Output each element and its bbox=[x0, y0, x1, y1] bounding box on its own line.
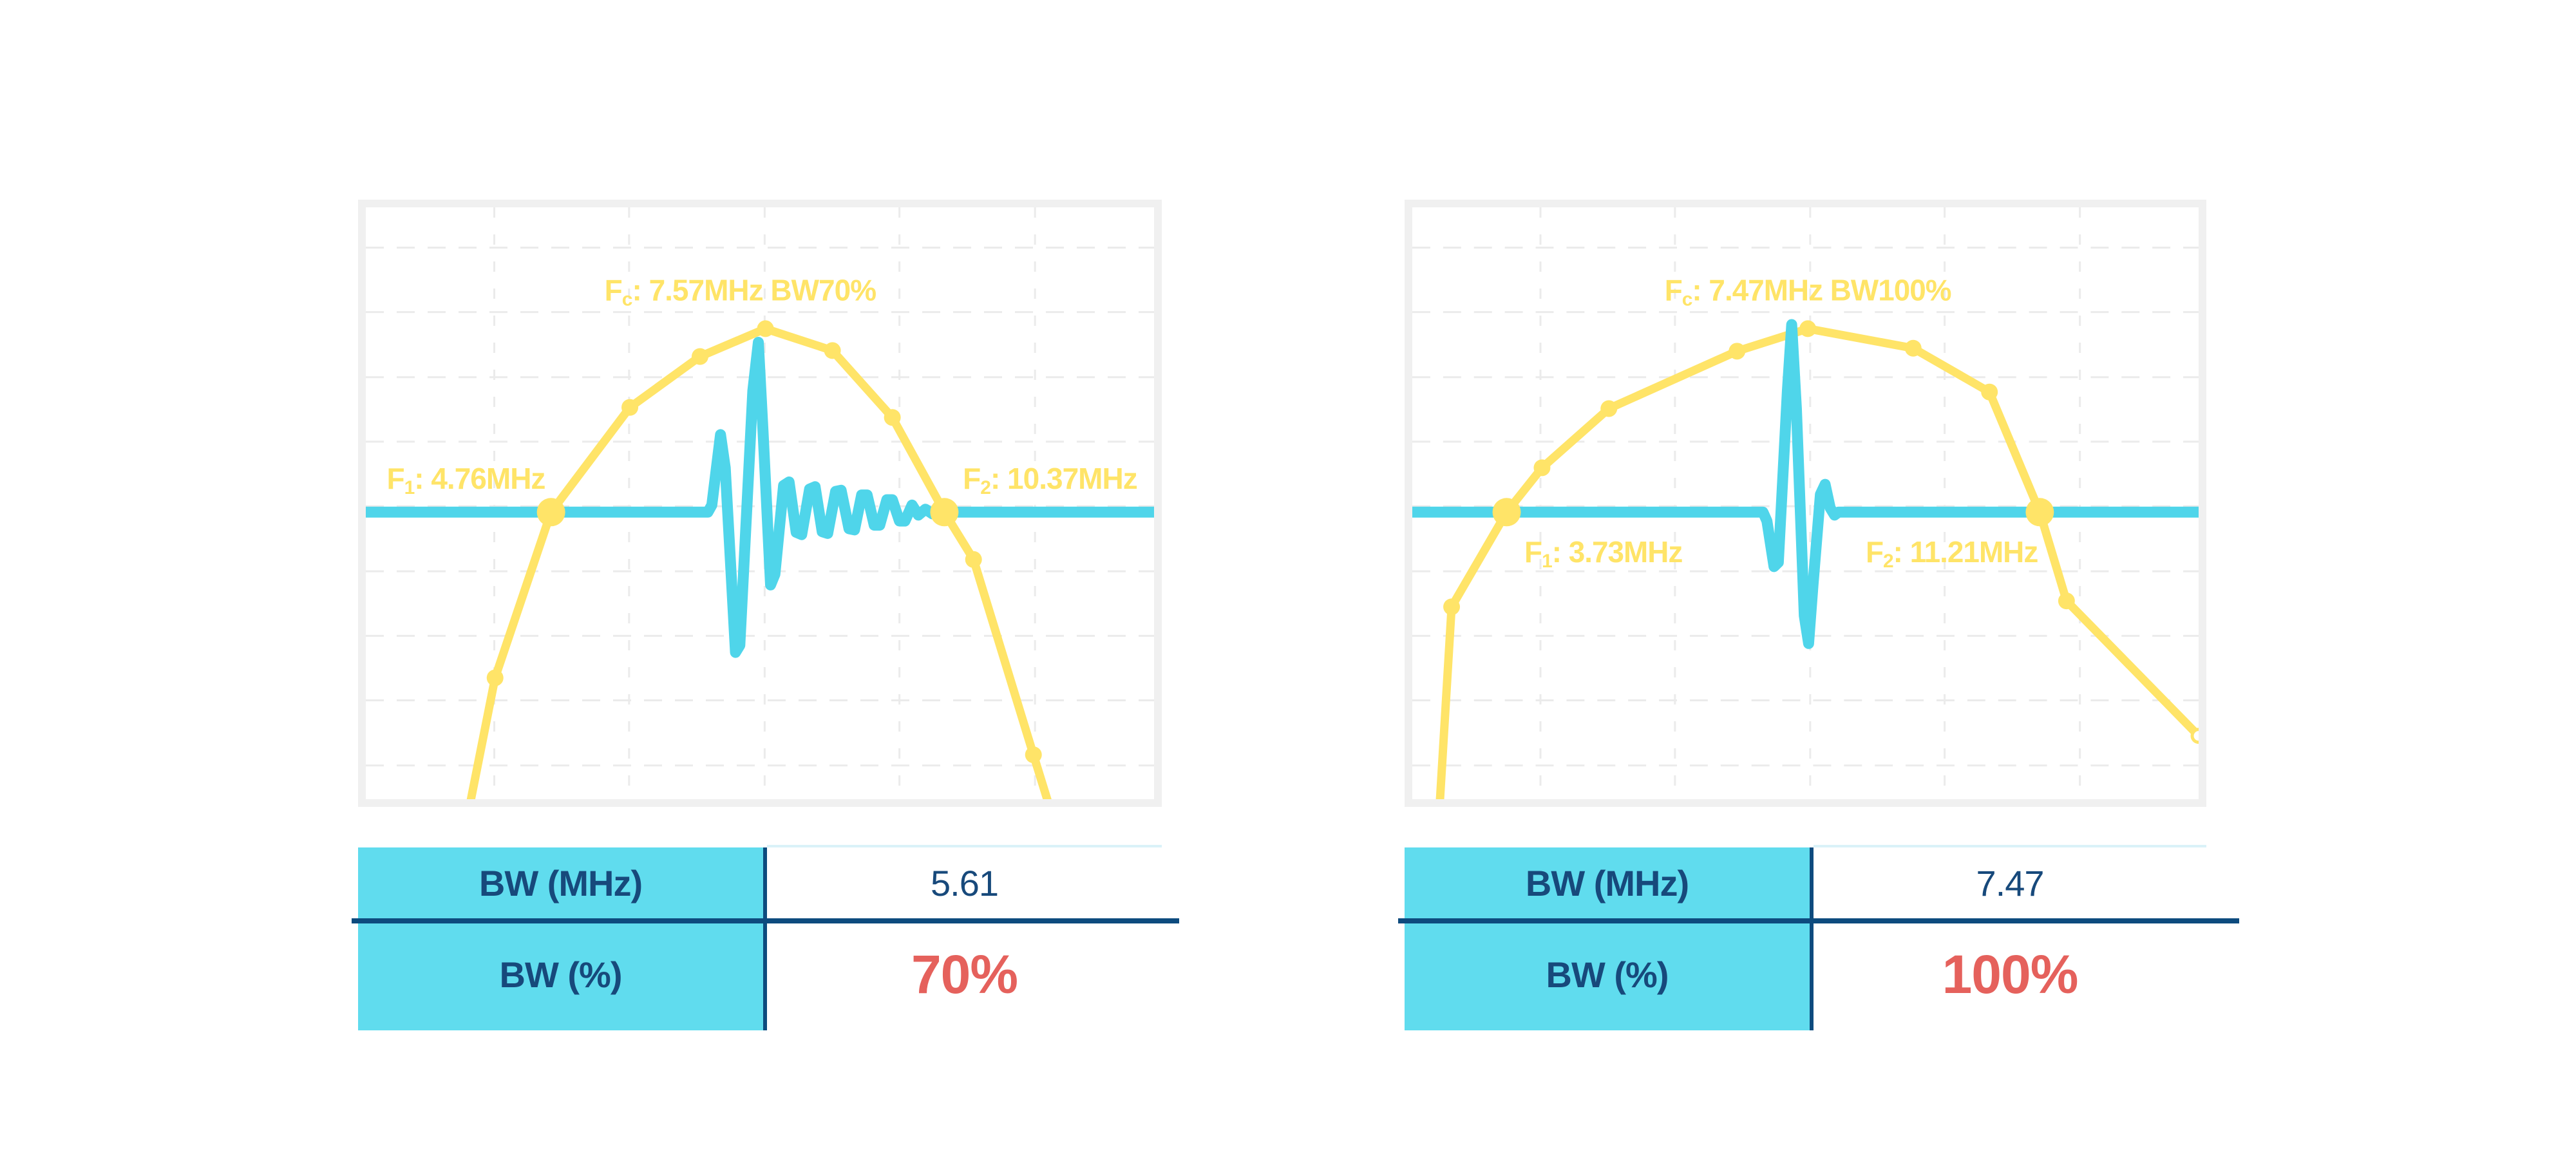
spectrum-curve bbox=[466, 324, 1052, 799]
annotation-fc: Fc: 7.57MHz BW70% bbox=[605, 274, 876, 310]
table-top-border bbox=[767, 845, 1162, 847]
bandwidth-table-left: BW (MHz) BW (%) 5.61 70% bbox=[352, 845, 1179, 1030]
spectrum-curve bbox=[1435, 324, 2199, 799]
data-point-marker bbox=[757, 320, 774, 337]
data-point-marker bbox=[691, 348, 708, 365]
data-point-marker bbox=[824, 342, 841, 359]
bw-mhz-label: BW (MHz) bbox=[1525, 862, 1689, 903]
data-point-marker bbox=[2190, 728, 2199, 744]
bandwidth-table-right: BW (MHz) BW (%) 7.47 100% bbox=[1398, 845, 2239, 1030]
table-value-column: 5.61 70% bbox=[767, 847, 1162, 1030]
table-value-column: 7.47 100% bbox=[1814, 847, 2206, 1030]
data-point-marker bbox=[1025, 746, 1042, 764]
chart-panel-left: Fc: 7.57MHz BW70% F1: 4.76MHz F2: 10.37MHz bbox=[358, 200, 1162, 807]
data-point-marker bbox=[1443, 598, 1461, 616]
data-point-marker bbox=[930, 498, 959, 527]
annotation-f1: F1: 3.73MHz bbox=[1524, 535, 1682, 572]
table-row-divider bbox=[1398, 918, 2239, 923]
data-point-marker bbox=[884, 409, 901, 426]
bw-percent-value: 70% bbox=[911, 943, 1018, 1005]
bw-mhz-value: 5.61 bbox=[931, 862, 999, 903]
chart-panel-right: Fc: 7.47MHz BW100% F1: 3.73MHz F2: 11.21MH… bbox=[1405, 200, 2206, 807]
annotation-fc: Fc: 7.47MHz BW100% bbox=[1665, 274, 1951, 310]
data-point-marker bbox=[1981, 383, 1998, 401]
data-point-marker bbox=[621, 399, 639, 416]
table-top-border bbox=[1814, 845, 2206, 847]
data-point-marker bbox=[536, 498, 565, 527]
table-column-divider bbox=[763, 847, 767, 1030]
bw-percent-value: 100% bbox=[1942, 943, 2079, 1005]
spectrum-plot-left: Fc: 7.57MHz BW70% F1: 4.76MHz F2: 10.37MHz bbox=[366, 207, 1154, 799]
data-point-marker bbox=[1492, 498, 1521, 527]
bw-mhz-value: 7.47 bbox=[1976, 862, 2045, 903]
pulse-waveform bbox=[1412, 319, 2199, 649]
data-point-marker bbox=[1600, 400, 1618, 417]
data-point-marker bbox=[486, 669, 504, 686]
table-row-divider bbox=[352, 918, 1179, 923]
data-point-marker bbox=[1728, 343, 1746, 360]
data-point-marker bbox=[1904, 339, 1922, 357]
annotation-f2: F2: 11.21MHz bbox=[1866, 535, 2038, 572]
table-header-column: BW (MHz) BW (%) bbox=[358, 847, 763, 1030]
data-point-marker bbox=[2025, 498, 2054, 527]
spectrum-plot-right: Fc: 7.47MHz BW100% F1: 3.73MHz F2: 11.21MH… bbox=[1412, 207, 2199, 799]
table-column-divider bbox=[1810, 847, 1814, 1030]
data-point-marker bbox=[1533, 459, 1551, 477]
data-point-marker bbox=[965, 551, 982, 568]
data-point-marker bbox=[1799, 320, 1817, 337]
annotation-f1: F1: 4.76MHz bbox=[386, 462, 545, 498]
data-point-marker bbox=[2058, 592, 2075, 610]
table-header-column: BW (MHz) BW (%) bbox=[1405, 847, 1810, 1030]
bw-mhz-label: BW (MHz) bbox=[478, 862, 643, 903]
annotation-f2: F2: 10.37MHz bbox=[963, 462, 1137, 498]
bw-percent-label: BW (%) bbox=[499, 954, 623, 995]
pulse-waveform bbox=[366, 337, 1154, 658]
bw-percent-label: BW (%) bbox=[1546, 954, 1669, 995]
